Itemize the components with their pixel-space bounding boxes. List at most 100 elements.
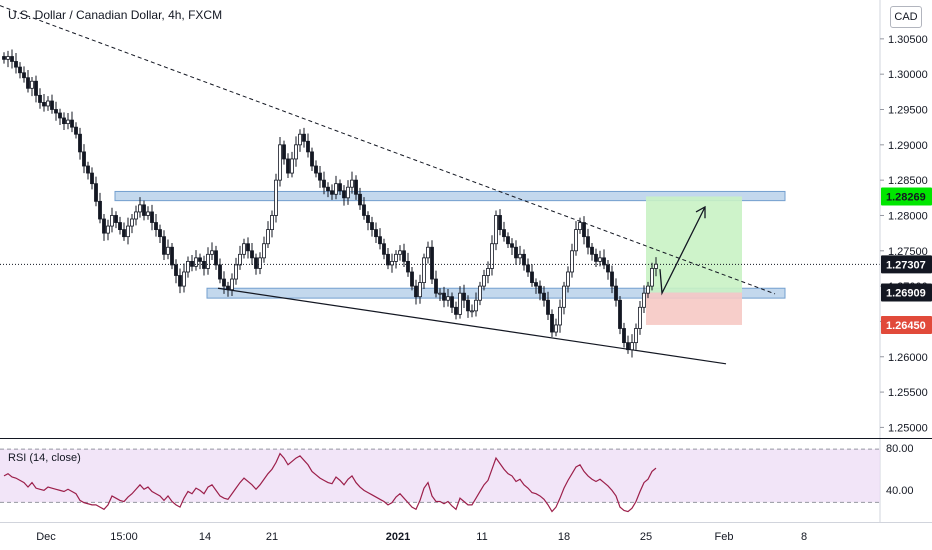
- candle-body: [578, 222, 582, 230]
- candle-body: [158, 229, 162, 238]
- time-tick-label: 15:00: [110, 531, 138, 543]
- candle-body: [350, 179, 354, 188]
- candle-body: [538, 285, 542, 294]
- candle-body: [622, 328, 626, 344]
- candle-body: [402, 250, 406, 262]
- candle-body: [210, 250, 214, 255]
- candle-body: [6, 56, 10, 60]
- candle-body: [534, 282, 538, 287]
- candle-body: [502, 229, 506, 238]
- candle-body: [618, 299, 622, 329]
- candle-body: [374, 229, 378, 238]
- candle-body: [98, 200, 102, 220]
- candle-body: [250, 250, 254, 259]
- candle-body: [194, 257, 198, 267]
- price-tick-label: 1.30500: [888, 34, 928, 46]
- candle-body: [42, 102, 46, 107]
- candle-body: [486, 268, 490, 276]
- candle-body: [142, 204, 146, 216]
- candle-body: [14, 61, 18, 68]
- candle-body: [314, 165, 318, 174]
- rsi-line: [3, 452, 657, 513]
- price-tick-label: 1.28000: [888, 210, 928, 222]
- candle-body: [306, 140, 310, 153]
- candle-body: [110, 215, 114, 227]
- candle-body: [650, 268, 654, 287]
- price-axis: 1.30500 1.30000 1.29500 1.29000 1.28500 1.280…: [880, 34, 928, 434]
- candle-body: [266, 229, 270, 245]
- candle-body: [198, 257, 202, 262]
- projection-arrow: [659, 205, 706, 296]
- candle-body: [22, 72, 26, 79]
- candle-body: [130, 218, 134, 227]
- rsi-band: [0, 449, 880, 503]
- candle-body: [434, 278, 438, 294]
- candle-body: [646, 285, 650, 294]
- price-tag: [881, 255, 932, 274]
- candle-body: [50, 100, 54, 110]
- candle-body: [562, 285, 566, 308]
- candle-body: [190, 260, 194, 267]
- candle-body: [286, 158, 290, 174]
- time-tick-label: Feb: [715, 531, 734, 543]
- candle-body: [630, 342, 634, 351]
- time-tick-label: 8: [801, 531, 807, 543]
- candle-body: [638, 306, 642, 329]
- candle-body: [86, 165, 90, 174]
- currency-badge[interactable]: CAD: [890, 6, 922, 28]
- candle-body: [478, 285, 482, 301]
- price-tag-layer: 1.28269 1.27307 1.26909 1.26450: [881, 187, 932, 334]
- candle-body: [354, 179, 358, 195]
- candle-body: [522, 253, 526, 266]
- candle-body: [242, 243, 246, 255]
- candle-body: [438, 292, 442, 295]
- candle-body: [606, 264, 610, 273]
- candle-body: [298, 133, 302, 146]
- candle-body: [414, 285, 418, 298]
- target-box: [646, 196, 742, 293]
- time-axis: Dec 15:00 14 21 2021 11 18 25 Feb 8: [36, 531, 807, 543]
- candle-body: [270, 215, 274, 230]
- candle-body: [82, 151, 86, 167]
- candle-body: [546, 299, 550, 315]
- candle-body: [602, 257, 606, 266]
- candle-body: [466, 299, 470, 312]
- price-tag: [881, 187, 932, 206]
- candle-body: [554, 324, 558, 333]
- candle-body: [378, 236, 382, 245]
- candle-body: [450, 296, 454, 308]
- rsi-lower-label: 40.00: [886, 485, 914, 497]
- candle-body: [362, 204, 366, 216]
- candle-body: [526, 264, 530, 273]
- price-tag-label: 1.28269: [886, 191, 926, 203]
- candle-body: [426, 246, 430, 259]
- chart-title: U.S. Dollar / Canadian Dollar, 4h, FXCM: [8, 8, 223, 22]
- candle-body: [30, 80, 34, 89]
- candle-body: [490, 243, 494, 269]
- price-tick-label: 1.29000: [888, 140, 928, 152]
- candle-body: [430, 246, 434, 280]
- candle-body: [170, 246, 174, 266]
- candle-body: [218, 264, 222, 280]
- candle-body: [590, 246, 594, 255]
- candle-body: [334, 183, 338, 195]
- candle-body: [446, 296, 450, 301]
- candle-body: [254, 257, 258, 269]
- candle-body: [550, 313, 554, 333]
- candle-body: [106, 225, 110, 234]
- candle-body: [462, 292, 466, 301]
- candle-body: [38, 94, 42, 103]
- candle-body: [418, 282, 422, 298]
- candle-body: [470, 310, 474, 313]
- candle-body: [614, 285, 618, 301]
- price-tick-label: 1.25000: [888, 422, 928, 434]
- candle-body: [330, 190, 334, 195]
- candle-body: [90, 172, 94, 185]
- candle-body: [94, 183, 98, 202]
- candle-body: [626, 342, 630, 351]
- candle-body: [294, 144, 298, 160]
- candle-body: [318, 172, 322, 181]
- candle-body: [74, 126, 78, 135]
- candle-body: [610, 271, 614, 287]
- candle-body: [482, 275, 486, 287]
